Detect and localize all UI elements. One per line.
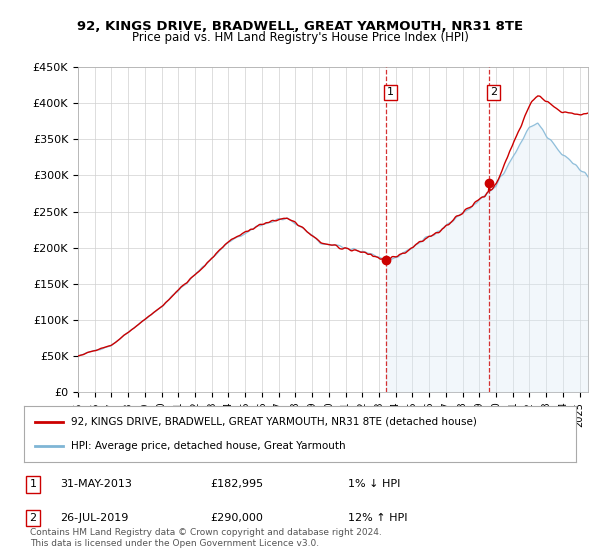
Text: 1: 1 [387,87,394,97]
Text: 12% ↑ HPI: 12% ↑ HPI [348,513,407,523]
Text: 2: 2 [29,513,37,523]
Text: HPI: Average price, detached house, Great Yarmouth: HPI: Average price, detached house, Grea… [71,441,346,451]
Text: £290,000: £290,000 [210,513,263,523]
Text: £182,995: £182,995 [210,479,263,489]
Text: 2: 2 [490,87,497,97]
Text: 1% ↓ HPI: 1% ↓ HPI [348,479,400,489]
Text: Price paid vs. HM Land Registry's House Price Index (HPI): Price paid vs. HM Land Registry's House … [131,31,469,44]
Text: 1: 1 [29,479,37,489]
Text: Contains HM Land Registry data © Crown copyright and database right 2024.
This d: Contains HM Land Registry data © Crown c… [30,528,382,548]
Text: 92, KINGS DRIVE, BRADWELL, GREAT YARMOUTH, NR31 8TE: 92, KINGS DRIVE, BRADWELL, GREAT YARMOUT… [77,20,523,32]
Text: 92, KINGS DRIVE, BRADWELL, GREAT YARMOUTH, NR31 8TE (detached house): 92, KINGS DRIVE, BRADWELL, GREAT YARMOUT… [71,417,477,427]
Text: 26-JUL-2019: 26-JUL-2019 [60,513,128,523]
Text: 31-MAY-2013: 31-MAY-2013 [60,479,132,489]
